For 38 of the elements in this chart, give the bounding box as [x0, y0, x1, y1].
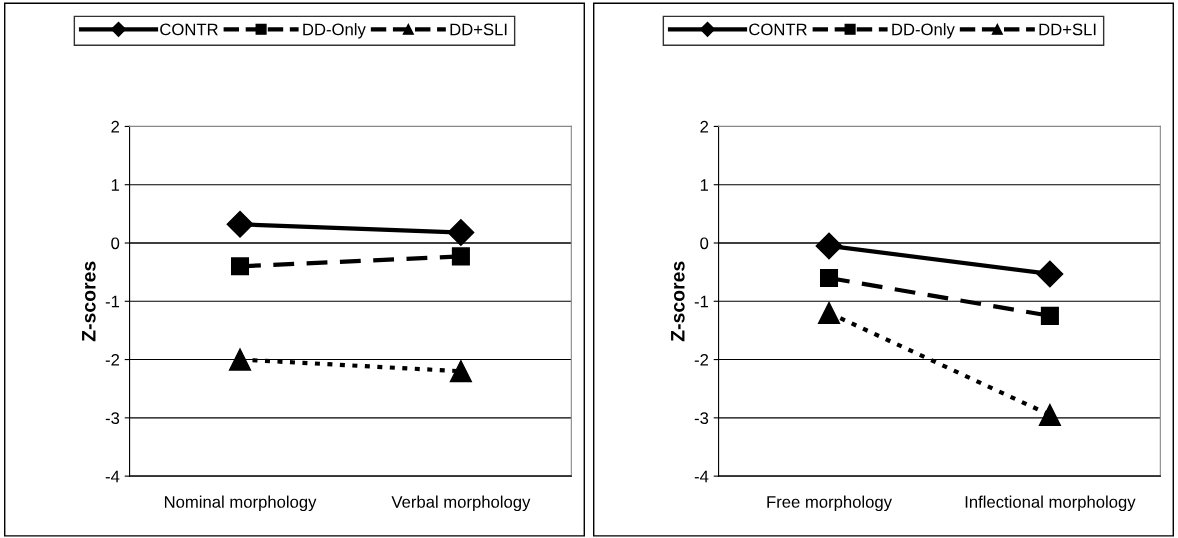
point — [817, 301, 841, 325]
y-tick-label: -4 — [105, 470, 120, 483]
x-tick-label: Verbal morphology — [391, 495, 531, 512]
point — [226, 210, 254, 238]
y-tick-label: -2 — [694, 353, 709, 366]
point — [447, 219, 475, 246]
point — [451, 247, 470, 266]
y-tick-label: -1 — [105, 295, 120, 308]
point — [1040, 306, 1059, 325]
point — [1038, 403, 1062, 427]
y-axis-title: Z-scores — [82, 261, 96, 342]
point — [819, 268, 839, 287]
point — [815, 232, 843, 260]
y-tick-label: -2 — [105, 353, 120, 366]
legend-label: DD+SLI — [1039, 23, 1096, 36]
legend-label: DD-Only — [892, 23, 955, 39]
x-tick-label: Free morphology — [767, 495, 892, 512]
y-tick-label: 2 — [111, 120, 120, 133]
x-tick-label: Nominal morphology — [164, 495, 317, 512]
legend-label: DD+SLI — [450, 23, 507, 36]
y-axis-title: Z-scores — [671, 261, 685, 342]
y-tick-label: 0 — [111, 237, 120, 250]
point — [230, 257, 250, 276]
y-tick-label: -3 — [105, 412, 120, 425]
legend-label: CONTR — [160, 23, 218, 36]
y-tick-label: -1 — [694, 295, 709, 308]
point — [228, 348, 252, 371]
y-tick-label: -3 — [694, 412, 709, 425]
y-tick-label: 0 — [700, 237, 709, 250]
legend-label: CONTR — [749, 23, 807, 36]
y-tick-label: 1 — [700, 179, 709, 191]
point — [1036, 260, 1064, 288]
y-tick-label: -4 — [694, 470, 709, 483]
y-tick-label: 1 — [111, 179, 120, 191]
x-tick-label: Inflectional morphology — [965, 495, 1136, 512]
y-tick-label: 2 — [700, 120, 709, 133]
point — [449, 360, 473, 383]
legend-label: DD-Only — [303, 23, 366, 39]
